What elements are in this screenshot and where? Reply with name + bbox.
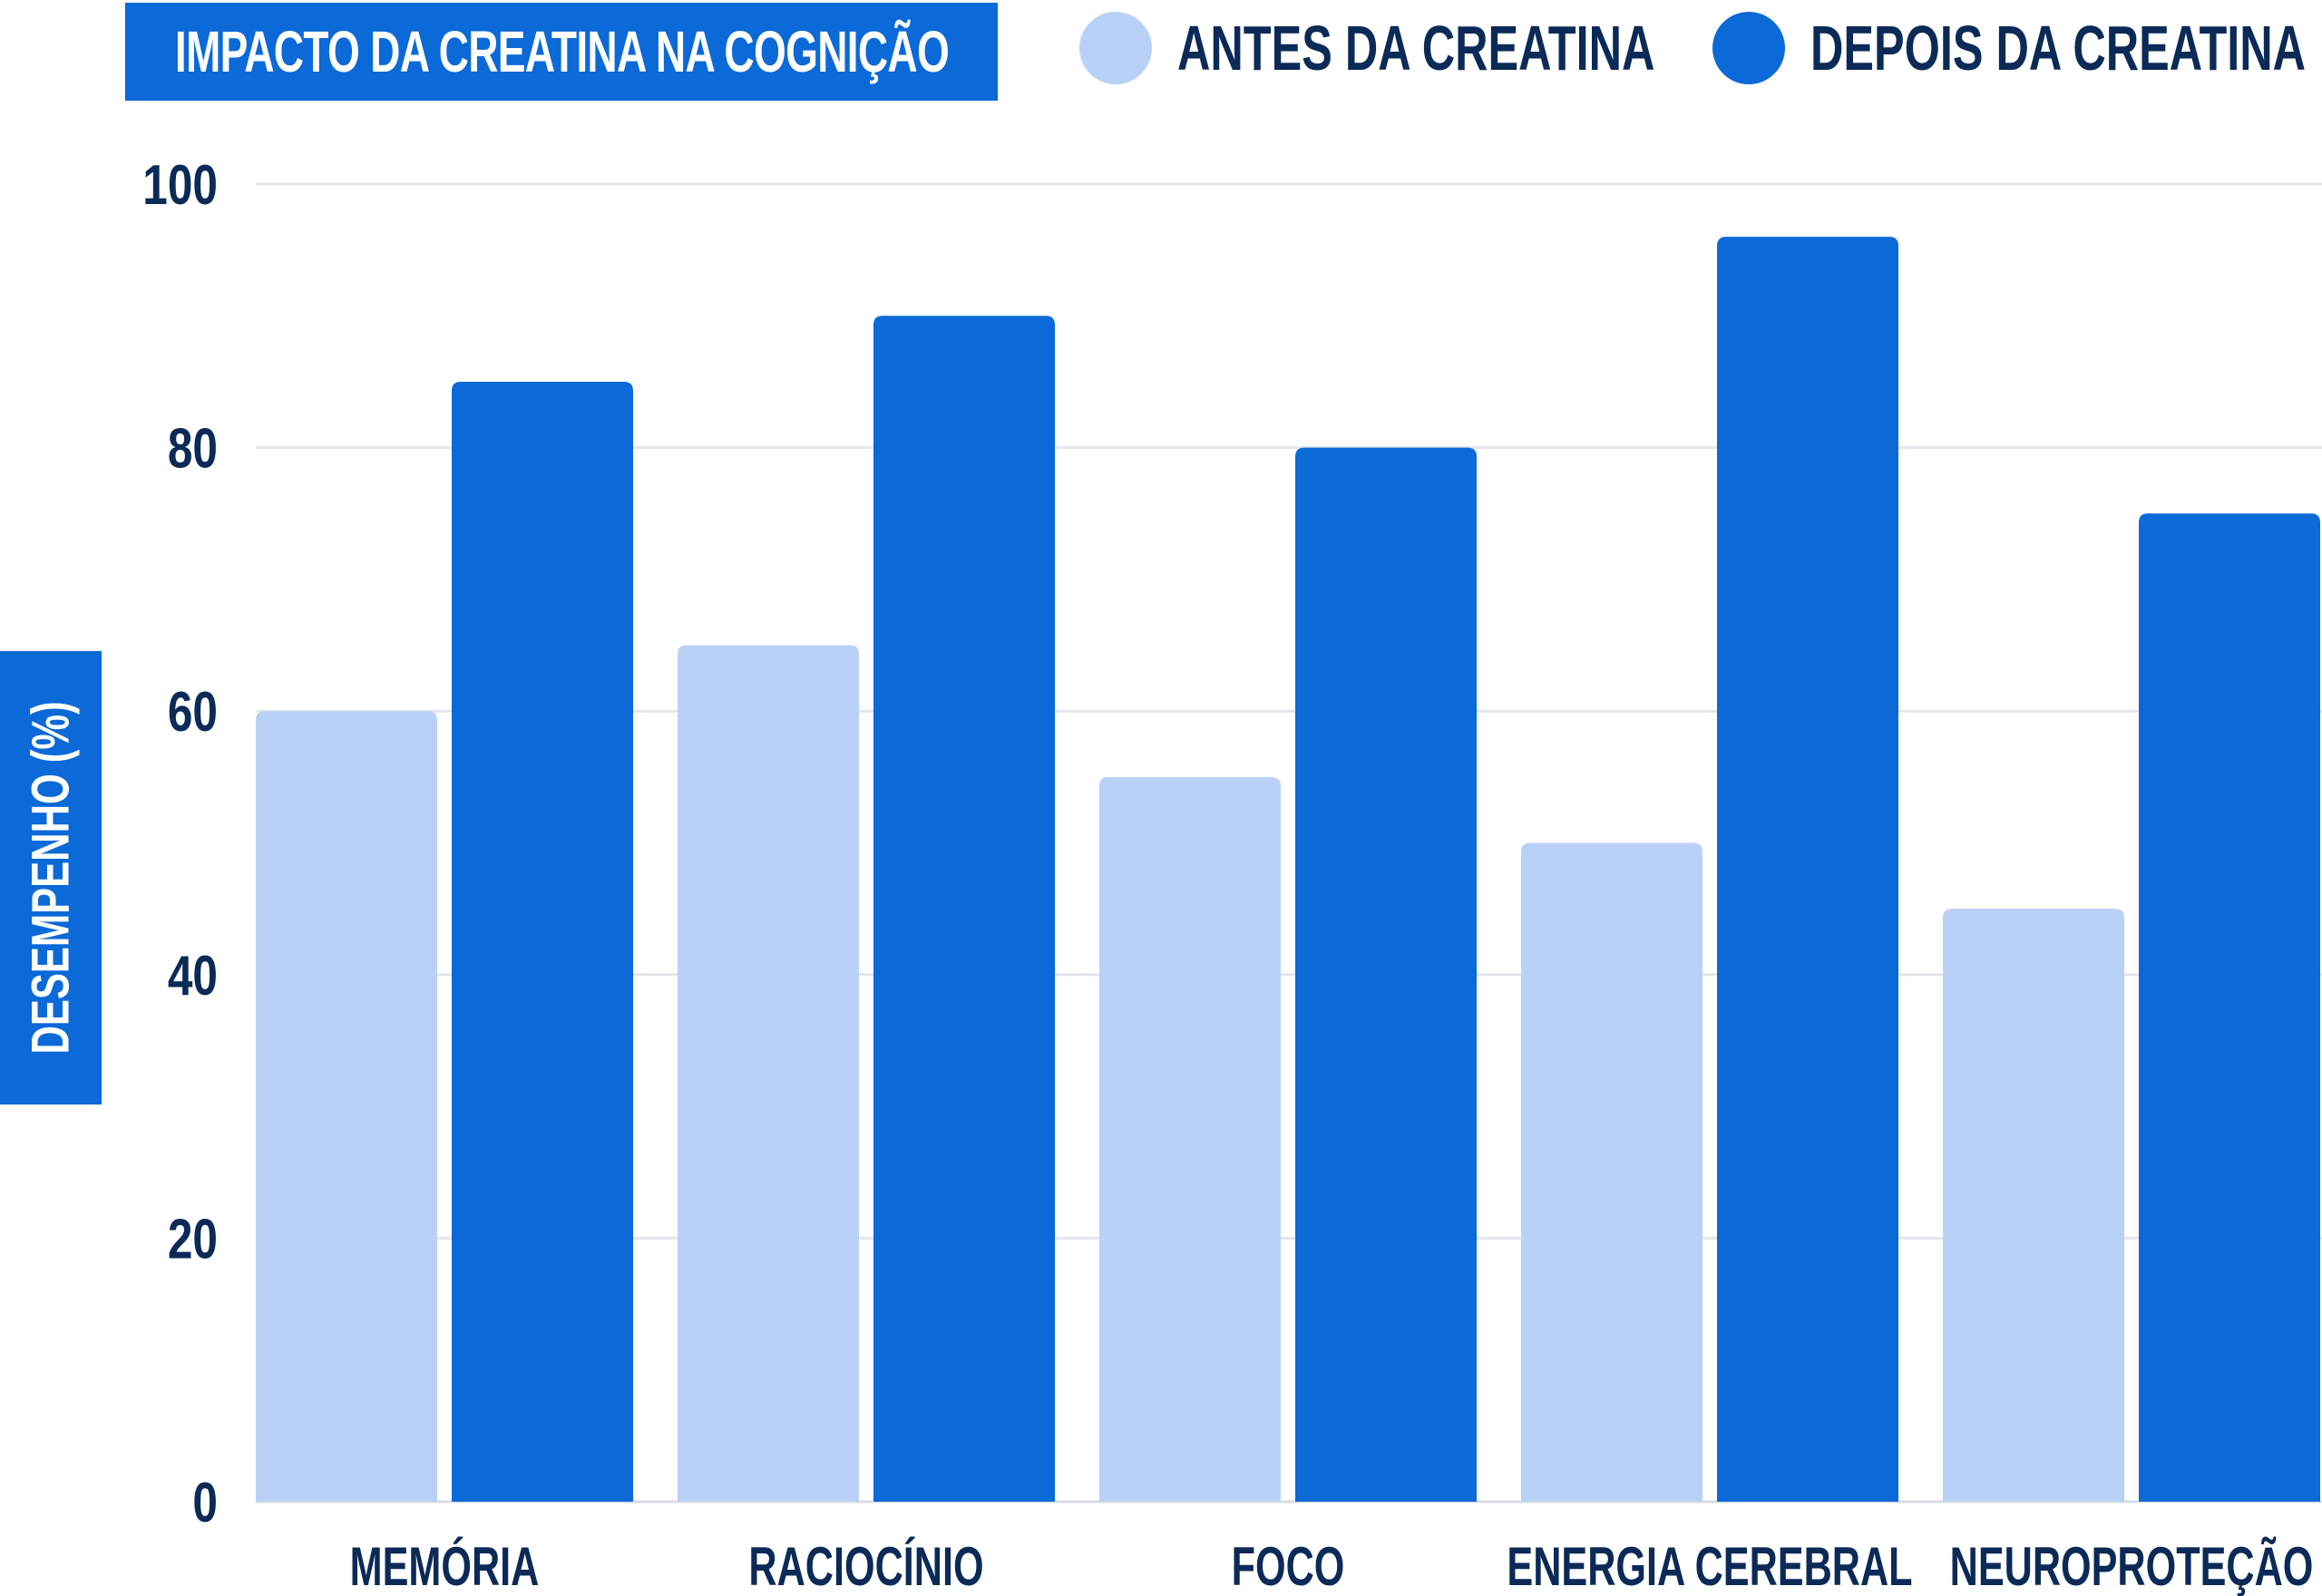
x-tick-label: ENERGIA CEREBRAL (1507, 1537, 1912, 1596)
bar-after-2 (1295, 447, 1477, 1503)
legend-item-before: ANTES DA CREATINA (1079, 7, 1840, 89)
chart-title-box: IMPACTO DA CREATINA NA COGNIÇÃO (125, 3, 998, 101)
x-tick-label: NEUROPROTEÇÃO (1950, 1536, 2314, 1596)
y-tick-label: 20 (168, 1207, 218, 1270)
legend-swatch-after (1712, 12, 1785, 84)
y-tick-label: 80 (168, 416, 218, 480)
bar-after-3 (1717, 237, 1898, 1502)
y-tick-label: 40 (168, 943, 218, 1007)
bar-after-1 (873, 316, 1055, 1502)
bar-before-4 (1943, 909, 2124, 1502)
y-tick-label: 100 (142, 153, 218, 217)
legend-label-after: DEPOIS DA CREATINA (1810, 13, 2307, 83)
x-tick-label: RACIOCÍNIO (748, 1537, 983, 1596)
bar-before-3 (1521, 842, 1702, 1502)
bar-after-0 (452, 381, 633, 1503)
legend-swatch-before (1079, 12, 1152, 84)
x-tick-label: MEMÓRIA (350, 1537, 540, 1596)
chart-title: IMPACTO DA CREATINA NA COGNIÇÃO (174, 19, 949, 84)
y-tick-label: 0 (192, 1471, 218, 1534)
bar-after-4 (2139, 513, 2320, 1502)
bar-before-1 (678, 645, 859, 1502)
y-tick-label: 60 (168, 680, 218, 744)
legend-item-after: DEPOIS DA CREATINA (1712, 7, 2322, 89)
legend-label-before: ANTES DA CREATINA (1177, 13, 1655, 83)
bar-before-2 (1099, 776, 1281, 1502)
y-axis-label-box: DESEMPENHO (%) (0, 651, 102, 1105)
bar-before-0 (256, 711, 437, 1502)
x-tick-label: FOCO (1232, 1537, 1345, 1596)
